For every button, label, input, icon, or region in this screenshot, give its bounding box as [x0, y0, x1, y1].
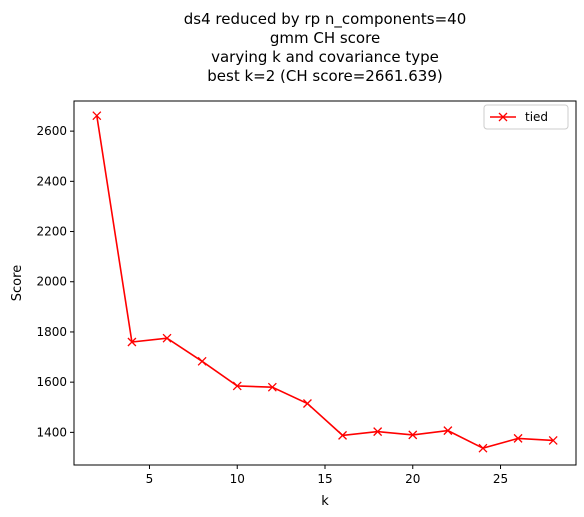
data-point: [408, 430, 418, 440]
x-tick-label: 5: [146, 472, 154, 486]
y-tick-label: 2200: [36, 225, 67, 239]
data-point: [197, 356, 207, 366]
legend-label: tied: [525, 110, 548, 124]
legend-marker-x-icon: [498, 112, 508, 122]
y-axis-label: Score: [10, 265, 25, 301]
legend-box: [483, 104, 569, 130]
legend: tied: [483, 104, 569, 130]
title-line-2: gmm CH score: [270, 29, 380, 47]
data-point: [443, 426, 453, 436]
data-point: [513, 433, 523, 443]
x-tick-label: 25: [493, 472, 508, 486]
data-point: [338, 430, 348, 440]
title-line-1: ds4 reduced by rp n_components=40: [184, 10, 466, 29]
y-tick-label: 1800: [36, 325, 67, 339]
data-point: [302, 399, 312, 408]
data-point: [162, 333, 172, 343]
y-tick-label: 2400: [36, 174, 67, 188]
x-tick-label: 10: [230, 472, 245, 486]
y-tick-label: 2600: [36, 124, 67, 138]
plot-area: [73, 100, 577, 466]
x-axis-ticks: 5 10 15 20 25: [146, 465, 508, 486]
data-point: [548, 435, 558, 445]
series-group: [92, 111, 558, 453]
data-point: [127, 337, 137, 347]
title-line-4: best k=2 (CH score=2661.639): [207, 67, 442, 85]
data-point: [267, 382, 277, 392]
x-tick-label: 15: [317, 472, 332, 486]
data-point: [232, 381, 242, 391]
y-axis-ticks: 1400 1600 1800 2000 2200 2400 2600: [36, 124, 74, 439]
y-tick-label: 1400: [36, 425, 67, 439]
data-point: [478, 443, 488, 453]
series-line-tied: [96, 115, 554, 450]
title-line-3: varying k and covariance type: [211, 48, 439, 66]
x-tick-label: 20: [405, 472, 420, 486]
data-point: [373, 427, 383, 437]
y-tick-label: 2000: [36, 275, 67, 289]
x-axis-label: k: [321, 494, 329, 509]
y-tick-label: 1600: [36, 375, 67, 389]
data-point: [92, 111, 102, 121]
